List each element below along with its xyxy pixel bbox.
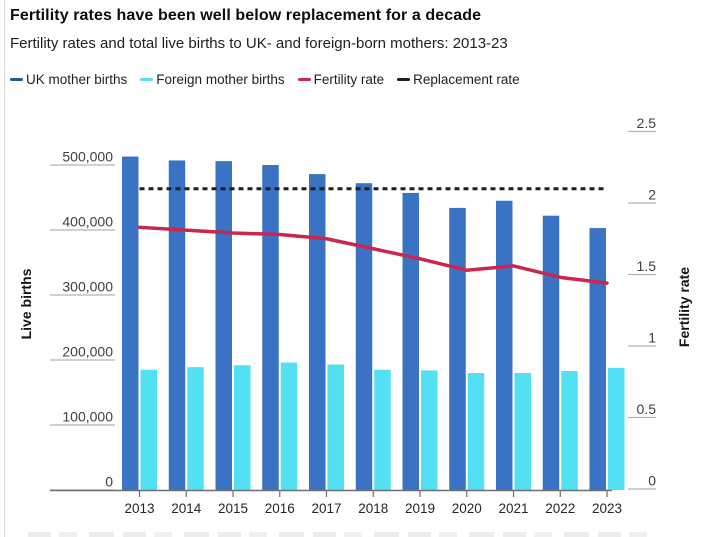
left-axis-tick-label: 100,000 xyxy=(62,409,113,425)
bar-foreign-mother-births-2013 xyxy=(140,369,157,490)
legend-item-replacement-rate: Replacement rate xyxy=(397,72,520,87)
bar-uk-mother-births-2016 xyxy=(262,165,279,490)
x-axis-year-label: 2015 xyxy=(218,501,248,516)
x-axis-year-label: 2016 xyxy=(265,501,295,516)
legend-label: Replacement rate xyxy=(413,72,520,87)
bar-foreign-mother-births-2022 xyxy=(561,371,578,490)
bar-foreign-mother-births-2021 xyxy=(514,373,531,490)
x-axis-year-label: 2023 xyxy=(592,501,622,516)
right-axis-tick-label: 2 xyxy=(648,187,656,203)
x-axis-year-label: 2022 xyxy=(545,501,575,516)
right-axis-tick-label: 2.5 xyxy=(637,115,657,131)
x-axis-year-label: 2019 xyxy=(405,501,435,516)
bar-uk-mother-births-2015 xyxy=(215,161,232,490)
legend-label: Foreign mother births xyxy=(156,72,285,87)
right-axis-tick-label: 1 xyxy=(648,330,656,346)
left-axis-tick-label: 300,000 xyxy=(62,279,113,295)
bar-uk-mother-births-2014 xyxy=(168,160,186,490)
left-axis-tick-label: 500,000 xyxy=(62,149,113,165)
bar-foreign-mother-births-2016 xyxy=(280,362,298,490)
legend-item-foreign-mother-births: Foreign mother births xyxy=(140,72,285,87)
legend-item-uk-mother-births: UK mother births xyxy=(10,72,127,87)
left-axis-tick-label: 200,000 xyxy=(62,344,113,360)
right-axis-tick-label: 0 xyxy=(648,473,656,489)
bar-uk-mother-births-2021 xyxy=(496,200,513,490)
x-axis-year-label: 2014 xyxy=(171,501,202,516)
bar-foreign-mother-births-2018 xyxy=(374,369,391,490)
legend-item-fertility-rate: Fertility rate xyxy=(297,72,385,87)
bar-foreign-mother-births-2017 xyxy=(327,364,344,490)
x-axis-year-label: 2013 xyxy=(124,501,154,516)
left-axis-tick-label: 400,000 xyxy=(62,214,113,230)
right-axis-tick-label: 0.5 xyxy=(637,401,657,417)
legend-label: UK mother births xyxy=(26,72,128,87)
bar-uk-mother-births-2017 xyxy=(309,174,326,490)
bar-uk-mother-births-2022 xyxy=(542,215,560,490)
bar-uk-mother-births-2018 xyxy=(355,183,373,490)
left-axis-title: Live births xyxy=(18,268,34,339)
fertility-rate-line xyxy=(137,225,609,285)
bar-foreign-mother-births-2015 xyxy=(234,365,251,490)
legend-swatch-foreign-icon xyxy=(140,77,154,82)
chart-title: Fertility rates have been well below rep… xyxy=(10,7,482,24)
legend-label: Fertility rate xyxy=(313,72,385,87)
x-axis-year-label: 2017 xyxy=(311,501,341,516)
bar-uk-mother-births-2023 xyxy=(589,228,606,491)
x-axis-year-label: 2021 xyxy=(498,501,528,516)
x-axis-year-label: 2020 xyxy=(452,501,482,516)
chart-subtitle: Fertility rates and total live births to… xyxy=(10,35,508,52)
bar-foreign-mother-births-2014 xyxy=(187,367,204,490)
left-axis-tick-label: 0 xyxy=(105,474,113,490)
right-axis-title: Fertility rate xyxy=(676,267,692,347)
bar-uk-mother-births-2020 xyxy=(449,207,466,490)
bar-uk-mother-births-2013 xyxy=(122,156,139,491)
bar-uk-mother-births-2019 xyxy=(402,192,419,490)
legend-swatch-uk-icon xyxy=(10,77,23,82)
chart-legend: UK mother births Foreign mother births F… xyxy=(10,72,520,87)
card-left-border xyxy=(4,0,5,537)
cutoff-source-caption xyxy=(28,532,647,537)
legend-swatch-replacement-icon xyxy=(397,77,411,82)
right-axis-tick-label: 1.5 xyxy=(637,258,657,274)
x-axis-year-label: 2018 xyxy=(358,501,388,516)
bar-foreign-mother-births-2020 xyxy=(467,373,485,490)
bar-foreign-mother-births-2023 xyxy=(608,367,625,490)
bar-foreign-mother-births-2019 xyxy=(421,370,438,490)
legend-swatch-fertility-icon xyxy=(297,77,311,82)
